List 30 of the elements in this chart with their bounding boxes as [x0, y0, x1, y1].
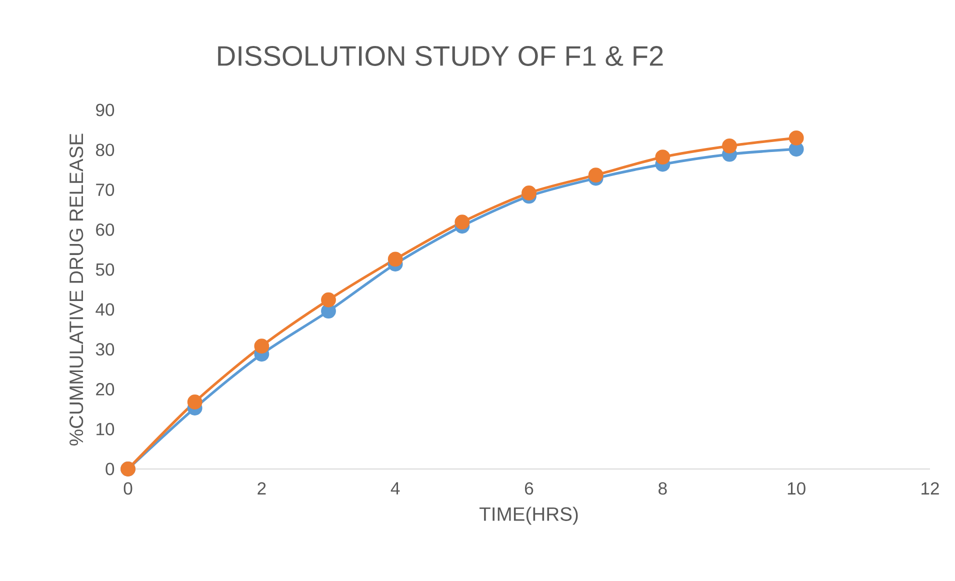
y-tick-label: 50 [96, 263, 114, 276]
y-axis-title: %CUMMULATIVE DRUG RELEASE [69, 134, 84, 446]
point [254, 338, 270, 354]
y-tick-label: 30 [96, 343, 114, 356]
x-tick-label: 4 [390, 482, 400, 494]
point [655, 150, 670, 165]
x-tick-label: 6 [524, 482, 534, 495]
x-tick-label: 10 [788, 482, 806, 495]
point [722, 138, 737, 154]
y-tick-label: 0 [106, 462, 114, 476]
x-axis-title: TIME(HRS) [480, 506, 578, 525]
y-tick-label: 10 [96, 422, 114, 436]
y-tick-label: 20 [96, 383, 114, 396]
y-tick-label: 80 [96, 144, 114, 156]
chart-title: DISSOLUTION STUDY OF F1 & F2 [218, 46, 663, 66]
y-tick-label: 70 [96, 184, 114, 196]
y-tick-label: 40 [96, 303, 114, 316]
point [321, 292, 336, 308]
point [454, 214, 470, 230]
point [588, 168, 604, 183]
y-tick-label: 90 [96, 104, 114, 116]
point [187, 394, 202, 410]
y-tick-label: 60 [96, 223, 114, 236]
x-tick-label: 2 [258, 482, 266, 495]
x-tick-label: 0 [124, 482, 132, 495]
point [522, 186, 536, 200]
x-tick-label: 8 [658, 482, 667, 495]
point [788, 130, 804, 146]
x-tick-label: 12 [922, 482, 939, 495]
point [388, 252, 403, 267]
